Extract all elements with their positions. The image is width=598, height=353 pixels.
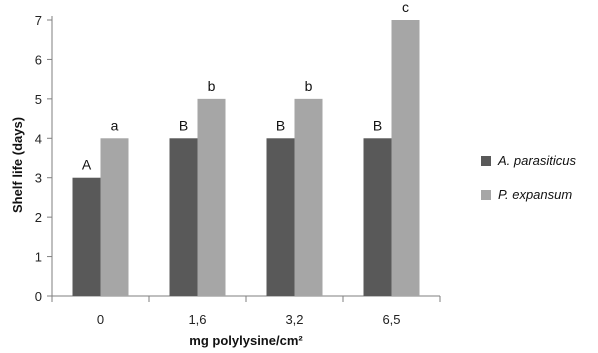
- bar-annotation: a: [111, 117, 119, 133]
- bar: [100, 138, 129, 296]
- legend: A. parasiticus P. expansum: [481, 153, 577, 202]
- y-tick-label: 0: [35, 289, 42, 304]
- legend-swatch: [481, 190, 491, 200]
- labels: 0 1 2 3 4 5 6 7 0 1,6 3,2 6,5 A B B Ba b b c: [35, 0, 409, 327]
- x-axis-title: mg polylysine/cm²: [189, 333, 303, 348]
- legend-swatch: [481, 156, 491, 166]
- bar: [266, 138, 295, 296]
- x-tick-label: 1,6: [188, 312, 206, 327]
- x-tick-label: 0: [97, 312, 104, 327]
- bar: [197, 98, 226, 296]
- bar-annotation: B: [276, 117, 285, 133]
- bar: [169, 138, 198, 296]
- y-tick-label: 5: [35, 92, 42, 107]
- y-tick-label: 7: [35, 13, 42, 28]
- x-tick-label: 3,2: [285, 312, 303, 327]
- bar: [363, 138, 392, 296]
- legend-label: A. parasiticus: [497, 153, 577, 168]
- bar-annotation: b: [305, 78, 313, 94]
- y-tick-label: 2: [35, 210, 42, 225]
- bar: [294, 98, 323, 296]
- y-tick-label: 6: [35, 52, 42, 67]
- x-tick-label: 6,5: [382, 312, 400, 327]
- bar-annotation: B: [373, 117, 382, 133]
- y-axis-title: Shelf life (days): [10, 117, 25, 213]
- bar-annotation: b: [208, 78, 216, 94]
- bars: [72, 20, 420, 296]
- y-tick-label: 4: [35, 131, 42, 146]
- y-tick-label: 3: [35, 171, 42, 186]
- legend-label: P. expansum: [498, 187, 572, 202]
- bar: [72, 177, 101, 296]
- bar-annotation: B: [179, 117, 188, 133]
- bar: [391, 20, 420, 296]
- y-tick-label: 1: [35, 250, 42, 265]
- bar-annotation: c: [402, 0, 409, 15]
- bar-annotation: A: [82, 157, 92, 173]
